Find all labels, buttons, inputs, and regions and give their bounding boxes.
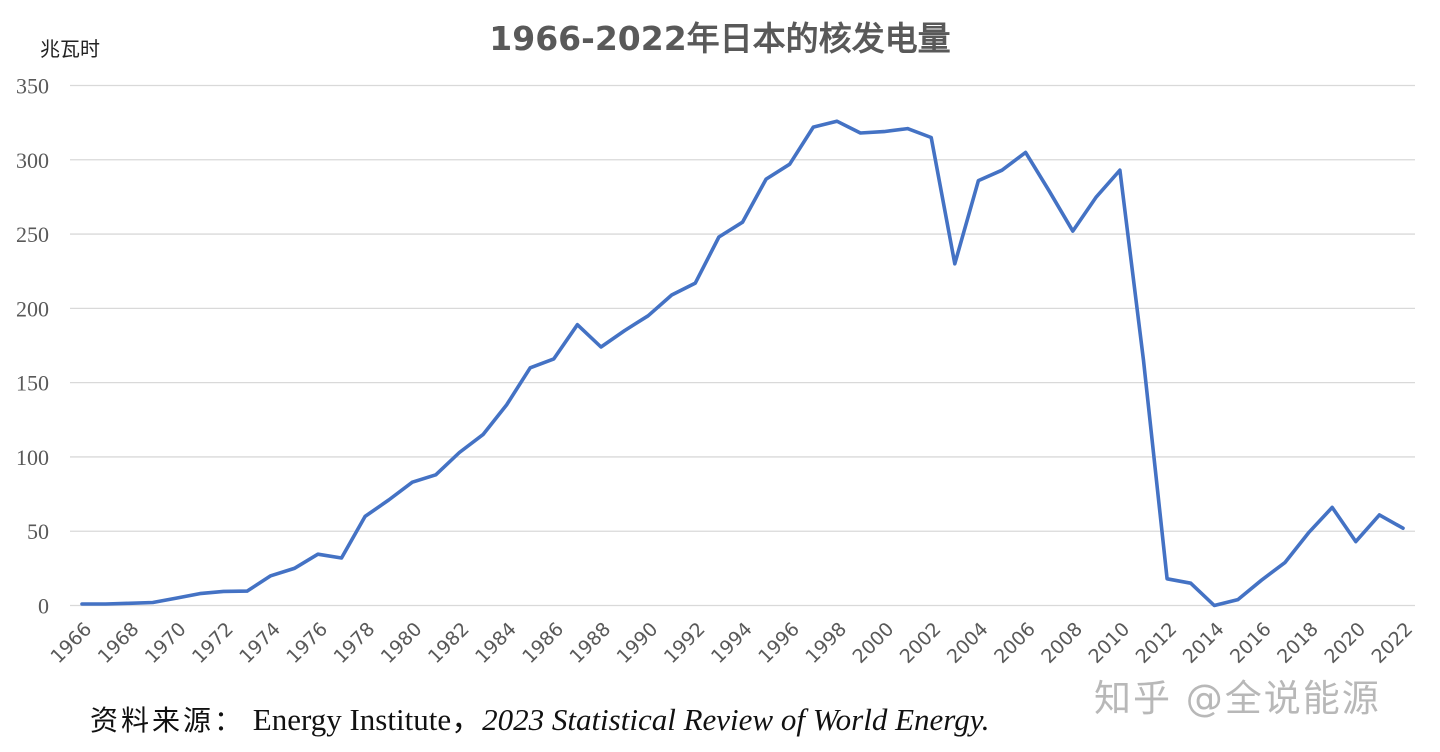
y-tick-label: 50 [27, 519, 49, 544]
y-axis-unit-label: 兆瓦时 [40, 37, 100, 61]
series-layer [80, 119, 1405, 608]
x-tick-label: 2006 [990, 618, 1040, 668]
x-tick-label: 1982 [424, 618, 474, 668]
x-tick-label: 1998 [801, 618, 851, 668]
x-tick-label: 2008 [1037, 618, 1087, 668]
x-tick-label: 2012 [1132, 618, 1182, 668]
chart-title: 1966-2022年日本的核发电量 [489, 19, 950, 58]
x-tick-label: 1972 [188, 618, 238, 668]
source-label: 资料来源： [90, 704, 246, 737]
x-tick-label: 2016 [1226, 618, 1276, 668]
x-tick-label: 1978 [330, 618, 380, 668]
x-tick-label: 1992 [660, 618, 710, 668]
y-tick-label: 100 [16, 445, 49, 470]
series-line-0 [80, 119, 1405, 608]
x-tick-label: 1970 [141, 618, 191, 668]
x-tick-label: 2022 [1367, 618, 1417, 668]
x-tick-label: 2014 [1179, 618, 1229, 668]
x-tick-label: 2002 [896, 618, 946, 668]
x-tick-label: 2000 [849, 618, 899, 668]
y-tick-label: 150 [16, 371, 49, 396]
x-tick-label: 1966 [46, 618, 96, 668]
x-tick-label: 1976 [282, 618, 332, 668]
x-tick-label: 1980 [377, 618, 427, 668]
x-tick-label: 2018 [1273, 618, 1323, 668]
y-tick-label: 0 [38, 594, 49, 619]
x-tick-label: 1990 [613, 618, 663, 668]
y-tick-label: 350 [16, 74, 49, 99]
gridlines [70, 84, 1415, 607]
x-axis-ticks: 1966196819701972197419761978198019821984… [46, 618, 1417, 668]
source-publication: 2023 Statistical Review of World Energy. [482, 702, 990, 737]
x-tick-label: 1996 [754, 618, 804, 668]
y-tick-label: 200 [16, 296, 49, 321]
x-tick-label: 2004 [943, 618, 993, 668]
x-tick-label: 2020 [1320, 618, 1370, 668]
x-tick-label: 1984 [471, 618, 521, 668]
source-note: 资料来源： Energy Institute，2023 Statistical … [90, 694, 990, 739]
x-tick-label: 1986 [518, 618, 568, 668]
x-tick-label: 1974 [235, 618, 285, 668]
y-tick-label: 250 [16, 222, 49, 247]
y-axis-ticks: 0 50 100 150 200 250 300 350 [16, 74, 49, 619]
x-tick-label: 2010 [1084, 618, 1134, 668]
x-tick-label: 1988 [565, 618, 615, 668]
watermark: 知乎 @全说能源 [1094, 677, 1381, 720]
x-tick-label: 1994 [707, 618, 757, 668]
x-tick-label: 1968 [94, 618, 144, 668]
source-organization: Energy Institute， [252, 702, 483, 737]
y-tick-label: 300 [16, 148, 49, 173]
